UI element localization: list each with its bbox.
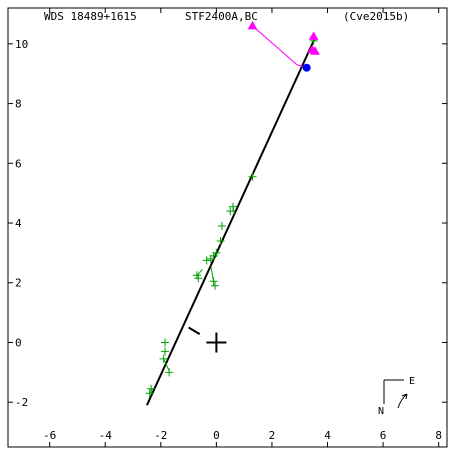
observation-point xyxy=(160,338,169,347)
predicted-position-point xyxy=(247,20,258,30)
y-tick-label: 8 xyxy=(15,98,22,111)
current-position-point xyxy=(302,63,311,72)
node-line xyxy=(188,326,201,335)
plot-frame xyxy=(7,7,448,448)
header-center-label: STF2400A,BC xyxy=(185,10,258,23)
header-right-label: (Cve2015b) xyxy=(343,10,410,23)
x-tick-label: 2 xyxy=(269,429,276,442)
y-tick-label: 2 xyxy=(15,277,22,290)
data-layer xyxy=(145,20,320,406)
compass-east-label: E xyxy=(409,376,415,387)
observation-point xyxy=(147,384,156,393)
y-tick-label: 6 xyxy=(15,157,22,170)
observation-point xyxy=(212,248,221,257)
x-tick-label: -2 xyxy=(154,429,167,442)
observation-residual-line xyxy=(163,358,170,372)
x-tick-label: 8 xyxy=(435,429,442,442)
observation-point xyxy=(209,277,218,286)
y-tick-label: 10 xyxy=(15,38,28,51)
x-tick-label: 4 xyxy=(324,429,331,442)
orbit-line xyxy=(146,37,316,406)
observation-point xyxy=(194,274,203,283)
observation-point xyxy=(202,256,211,265)
y-tick-label: 4 xyxy=(15,217,22,230)
x-tick-label: -6 xyxy=(43,429,56,442)
observation-point xyxy=(226,207,235,216)
observation-point xyxy=(210,281,219,290)
predicted-path xyxy=(252,25,307,69)
observation-point xyxy=(248,172,257,181)
predicted-position-point xyxy=(310,46,320,55)
observation-residual-line xyxy=(196,268,203,276)
header-left-label: WDS 18489+1615 xyxy=(44,10,137,23)
observation-point xyxy=(229,202,238,211)
y-tick-label: -2 xyxy=(15,396,28,409)
observation-point xyxy=(165,368,174,377)
predicted-position-point xyxy=(308,31,319,40)
plot-frame-layer xyxy=(7,7,448,448)
compass-direction-arrow-icon xyxy=(397,393,408,409)
observation-point xyxy=(160,347,169,356)
axis-ticks-layer: -6 -4 -2 0 2 4 6 8 -2 0 2 4 6 8 10 xyxy=(8,8,447,447)
compass-rose: N E xyxy=(378,376,415,417)
compass-north-label: N xyxy=(378,406,384,417)
x-tick-label: 0 xyxy=(213,429,220,442)
y-tick-label: 0 xyxy=(15,336,22,349)
observation-point xyxy=(159,354,168,363)
observation-point xyxy=(216,236,225,245)
primary-star-marker xyxy=(206,332,227,353)
x-tick-label: -4 xyxy=(99,429,113,442)
observation-point xyxy=(217,222,226,231)
x-tick-label: 6 xyxy=(380,429,387,442)
observation-point xyxy=(145,389,154,398)
